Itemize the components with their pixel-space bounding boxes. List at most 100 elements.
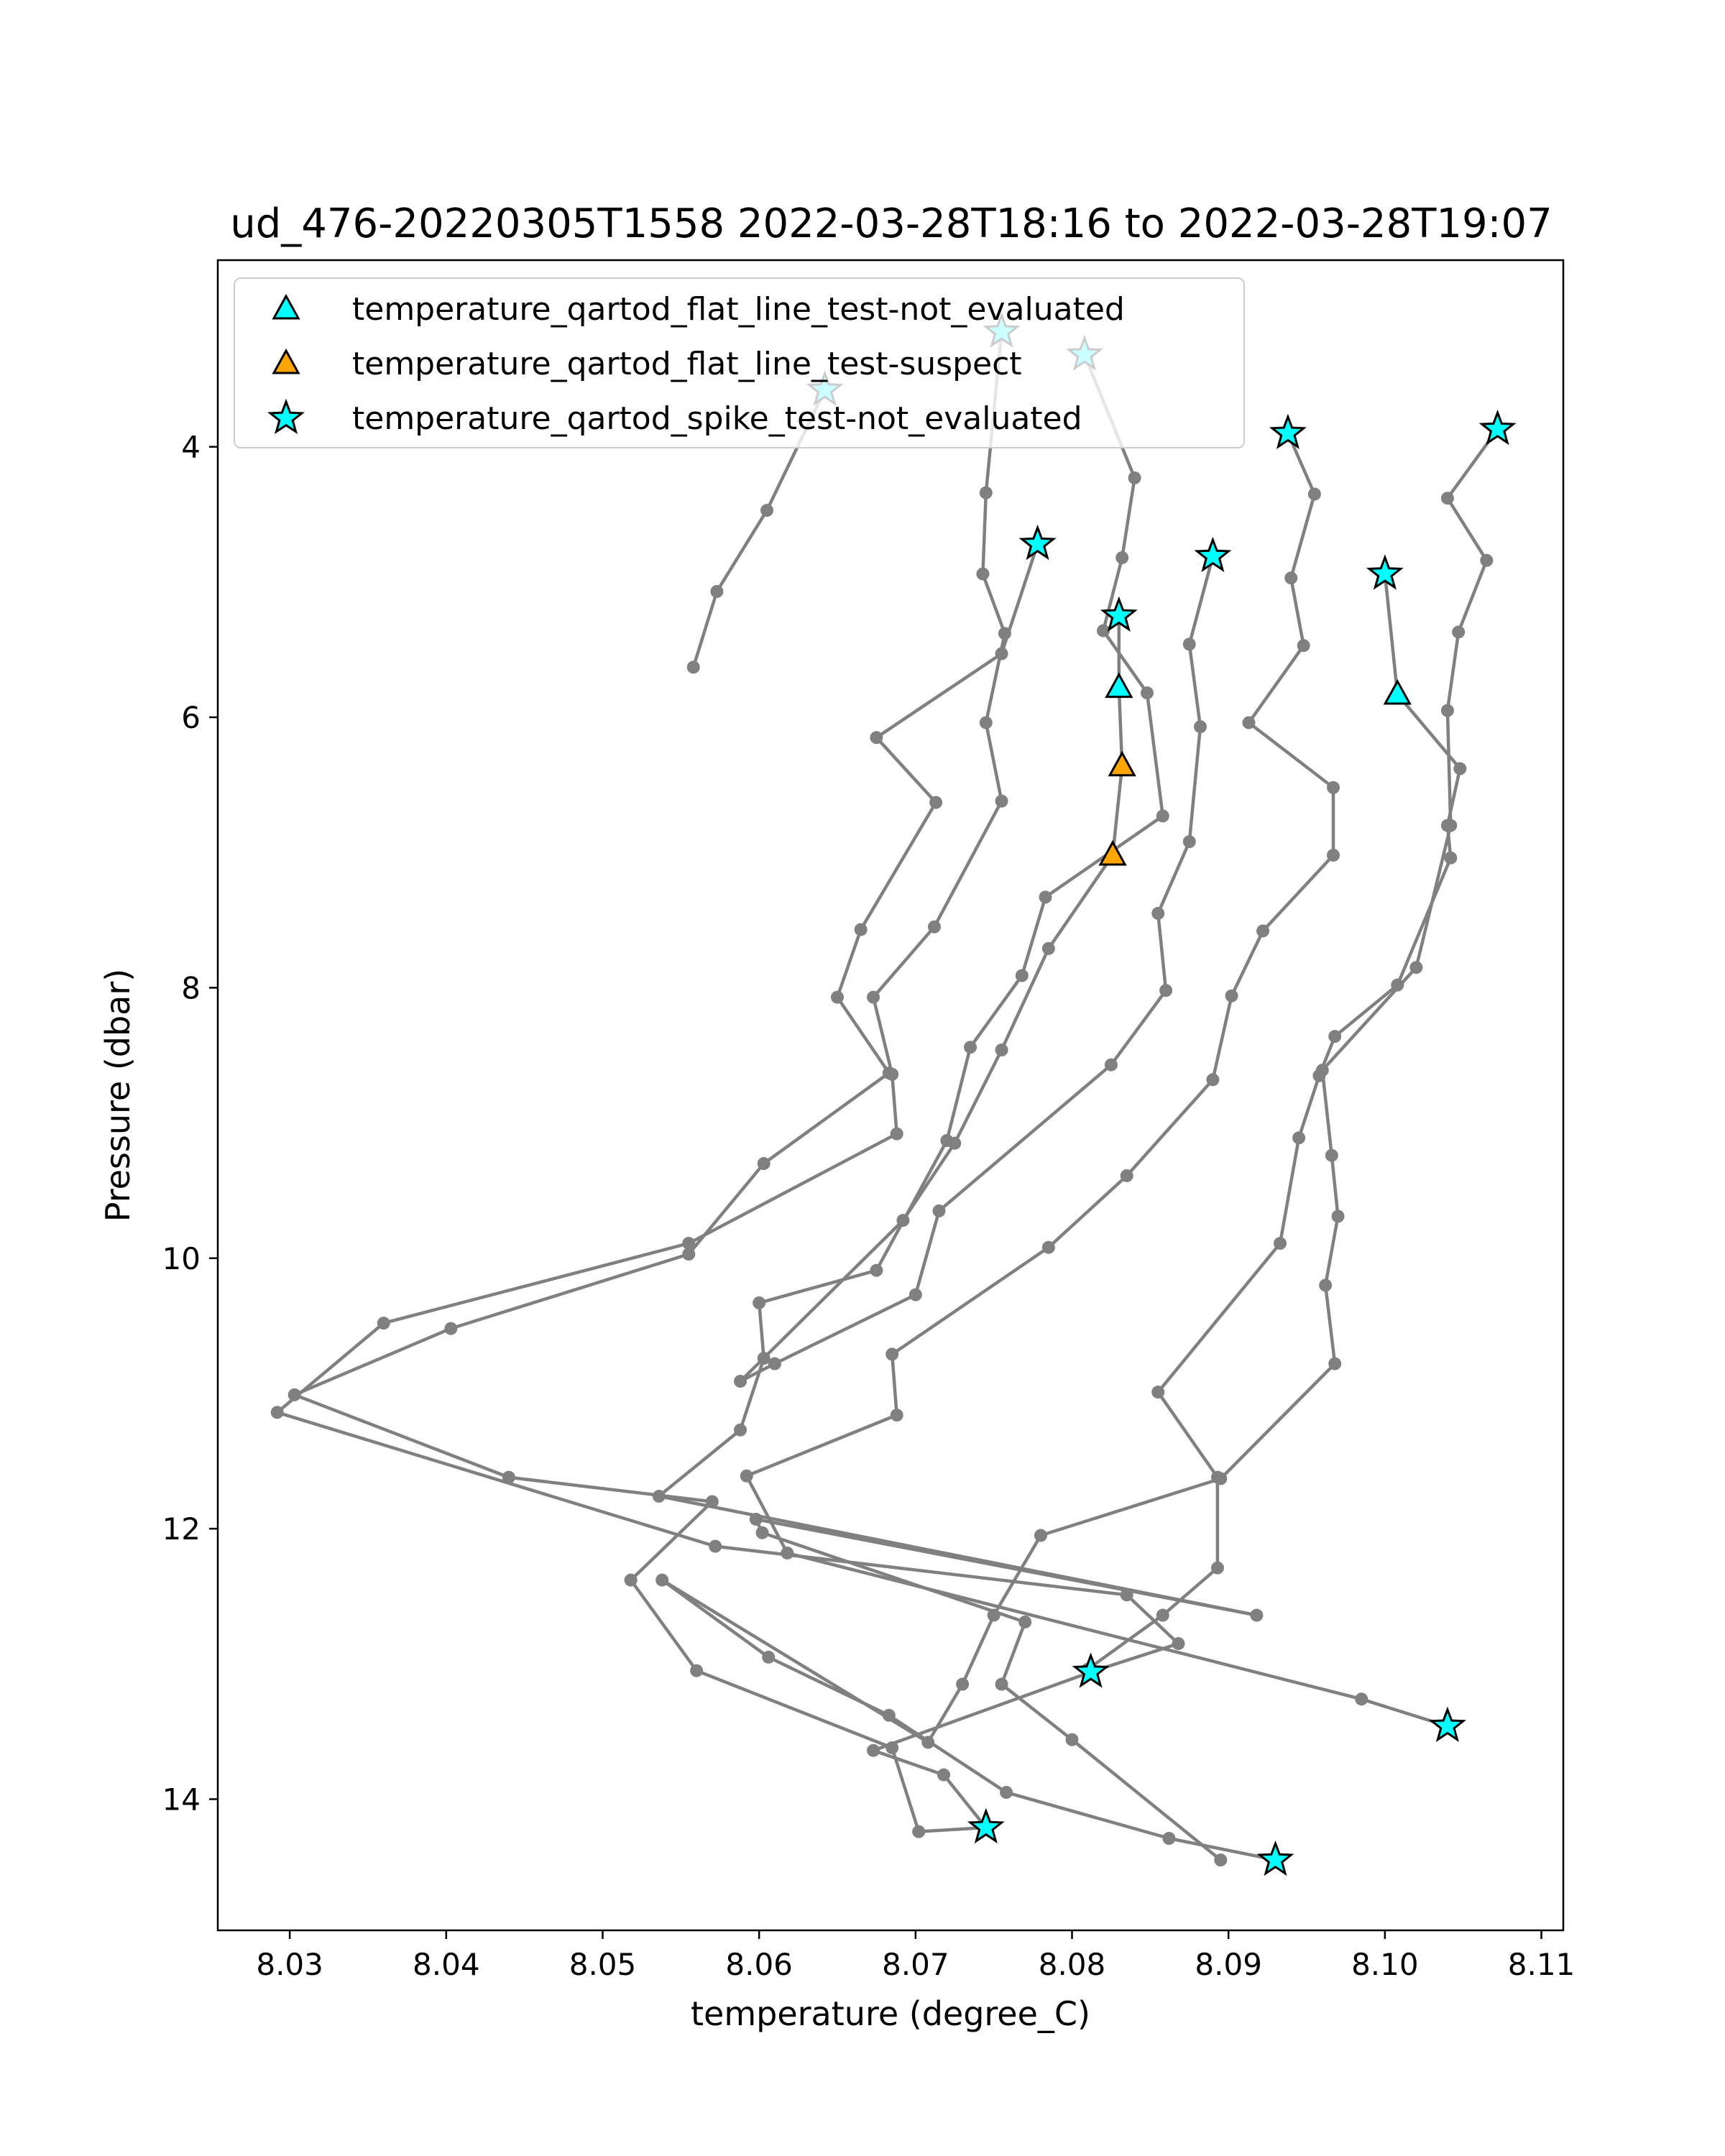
profile-line bbox=[745, 432, 1448, 1728]
x-axis: 8.03 8.04 8.05 8.06 8.07 8.08 8.09 8.10 8.11 bbox=[256, 1930, 1575, 1982]
data-point bbox=[755, 1526, 769, 1539]
x-tick-label: 8.04 bbox=[413, 1947, 480, 1982]
spike-test-marker bbox=[1072, 1652, 1110, 1688]
profile-series-7 bbox=[1081, 567, 1467, 1676]
profile-line bbox=[275, 331, 1180, 1829]
spike-test-marker bbox=[1018, 524, 1057, 561]
data-point bbox=[1041, 941, 1055, 955]
data-point bbox=[1156, 809, 1169, 823]
data-point bbox=[1159, 984, 1173, 998]
data-point bbox=[1444, 851, 1458, 865]
data-point bbox=[1182, 637, 1196, 651]
data-point bbox=[686, 660, 700, 674]
data-point bbox=[760, 504, 774, 517]
profile-series-4 bbox=[652, 348, 1264, 1867]
data-point bbox=[1128, 471, 1141, 484]
data-point bbox=[690, 1664, 704, 1677]
data-point bbox=[1162, 1832, 1176, 1846]
profile-series-3 bbox=[270, 325, 1185, 1834]
x-tick-label: 8.10 bbox=[1351, 1947, 1419, 1982]
legend-entry: temperature_qartod_spike_test-not_evalua… bbox=[267, 398, 1082, 437]
data-point bbox=[762, 1650, 776, 1664]
data-point bbox=[1210, 1561, 1224, 1575]
x-tick-label: 8.03 bbox=[256, 1947, 323, 1982]
data-point bbox=[1250, 1608, 1264, 1622]
data-point bbox=[753, 1296, 766, 1309]
data-point bbox=[908, 1288, 922, 1302]
data-point bbox=[1151, 906, 1165, 920]
profile-line bbox=[691, 389, 827, 668]
data-point bbox=[1284, 571, 1298, 585]
data-point bbox=[1151, 1386, 1165, 1399]
data-point bbox=[995, 1677, 1008, 1691]
data-point bbox=[682, 1248, 696, 1261]
data-point bbox=[1292, 1131, 1306, 1145]
data-point bbox=[890, 1409, 903, 1422]
data-point bbox=[979, 716, 993, 729]
data-point bbox=[1327, 780, 1340, 794]
y-tick-label: 6 bbox=[181, 700, 201, 735]
data-point bbox=[1444, 819, 1458, 832]
data-point bbox=[1015, 969, 1029, 982]
data-point bbox=[734, 1374, 748, 1388]
data-point bbox=[854, 923, 868, 936]
data-point bbox=[1097, 624, 1110, 637]
data-point bbox=[1409, 961, 1423, 975]
data-point bbox=[444, 1322, 458, 1335]
data-point bbox=[929, 796, 943, 809]
data-point bbox=[734, 1423, 748, 1437]
data-point bbox=[1327, 848, 1340, 862]
data-point bbox=[656, 1573, 669, 1587]
legend-entries: temperature_qartod_flat_line_test-not_ev… bbox=[267, 291, 1125, 437]
data-point bbox=[1041, 1240, 1055, 1254]
x-tick-label: 8.06 bbox=[725, 1947, 793, 1982]
data-point bbox=[896, 1214, 910, 1227]
data-point bbox=[987, 1608, 1000, 1622]
data-point bbox=[1331, 1210, 1345, 1223]
data-point bbox=[682, 1237, 696, 1250]
x-tick-label: 8.07 bbox=[882, 1947, 949, 1982]
data-point bbox=[270, 1406, 284, 1419]
y-tick-label: 10 bbox=[162, 1241, 201, 1276]
plot-frame bbox=[216, 259, 1565, 1932]
flat-line-suspect-marker bbox=[1108, 750, 1136, 777]
flat-line-suspect-marker bbox=[1098, 839, 1127, 866]
data-point bbox=[749, 1512, 763, 1526]
spike-test-marker bbox=[1194, 536, 1232, 573]
profile-line bbox=[1086, 573, 1462, 1671]
data-point bbox=[1452, 625, 1466, 639]
data-point bbox=[1297, 639, 1310, 653]
data-point bbox=[886, 1067, 899, 1081]
data-point bbox=[652, 1489, 666, 1503]
x-tick-label: 8.11 bbox=[1508, 1947, 1576, 1982]
profile-line bbox=[293, 543, 1039, 1833]
data-point bbox=[830, 990, 844, 1004]
spike-test-marker bbox=[967, 1807, 1005, 1844]
legend: temperature_qartod_flat_line_test-not_ev… bbox=[234, 277, 1245, 448]
data-point bbox=[867, 1743, 880, 1757]
data-point bbox=[1156, 1608, 1169, 1622]
data-point bbox=[932, 1204, 946, 1217]
data-point bbox=[1256, 924, 1270, 938]
data-point bbox=[870, 731, 883, 745]
profile-series-2 bbox=[288, 538, 1044, 1838]
x-tick-label: 8.09 bbox=[1195, 1947, 1262, 1982]
data-point bbox=[781, 1546, 794, 1560]
spike-test-marker bbox=[1366, 554, 1404, 590]
legend-label: temperature_qartod_flat_line_test-suspec… bbox=[352, 346, 1022, 382]
data-point bbox=[886, 1348, 899, 1361]
data-point bbox=[1034, 1529, 1047, 1542]
x-tick-label: 8.05 bbox=[569, 1947, 637, 1982]
flat-line-not-evaluated-marker bbox=[1383, 678, 1412, 705]
spike-test-marker bbox=[1100, 596, 1138, 632]
profile-series-8 bbox=[656, 423, 1504, 1867]
data-point bbox=[710, 585, 724, 599]
y-axis-label: Pressure (dbar) bbox=[98, 969, 137, 1222]
data-point bbox=[948, 1136, 962, 1150]
data-point bbox=[1325, 1148, 1338, 1162]
data-point bbox=[1104, 1058, 1118, 1072]
y-tick-label: 8 bbox=[181, 970, 201, 1005]
flat-line-not-evaluated-marker bbox=[1105, 672, 1133, 699]
data-point bbox=[1140, 686, 1154, 700]
